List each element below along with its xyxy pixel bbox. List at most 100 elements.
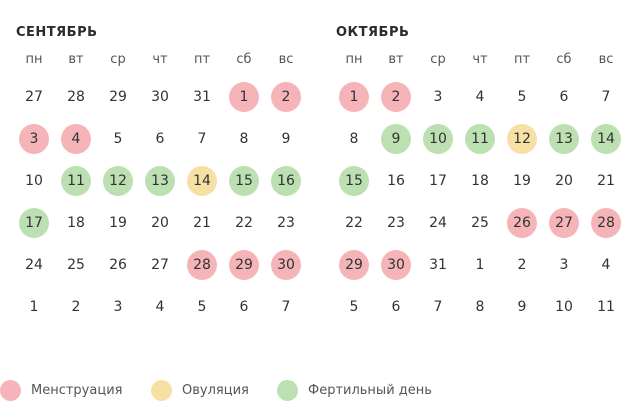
day-number-fertile: 13 [549,124,579,154]
calendar-day[interactable]: 11 [55,160,97,202]
calendar-day[interactable]: 4 [55,118,97,160]
weekday-label: ср [430,52,446,67]
calendar-day[interactable]: 5 [333,286,375,328]
calendar-day[interactable]: 8 [459,286,501,328]
calendar-day[interactable]: 30 [265,244,307,286]
calendar-day[interactable]: 3 [97,286,139,328]
day-number: 22 [235,215,253,231]
calendar-day[interactable]: 28 [181,244,223,286]
calendar-day[interactable]: 9 [375,118,417,160]
calendar-day[interactable]: 16 [375,160,417,202]
calendar-day[interactable]: 5 [181,286,223,328]
calendar-day[interactable]: 5 [97,118,139,160]
calendar-day[interactable]: 30 [375,244,417,286]
calendar-day[interactable]: 24 [417,202,459,244]
calendar-day[interactable]: 20 [139,202,181,244]
calendar-day[interactable]: 25 [55,244,97,286]
calendar-day[interactable]: 4 [139,286,181,328]
calendar-day[interactable]: 7 [181,118,223,160]
calendar-day[interactable]: 3 [13,118,55,160]
calendar-day[interactable]: 19 [501,160,543,202]
calendar-day[interactable]: 22 [333,202,375,244]
calendar-day[interactable]: 31 [181,76,223,118]
calendar-day[interactable]: 18 [55,202,97,244]
calendar-day[interactable]: 4 [459,76,501,118]
calendar-day[interactable]: 1 [459,244,501,286]
calendar-day[interactable]: 1 [223,76,265,118]
calendar-day[interactable]: 31 [417,244,459,286]
calendar-day[interactable]: 10 [543,286,585,328]
calendar-day[interactable]: 28 [55,76,97,118]
calendar-day[interactable]: 3 [417,76,459,118]
day-number: 5 [517,89,527,105]
calendar-day[interactable]: 2 [55,286,97,328]
calendar-day[interactable]: 15 [223,160,265,202]
calendar-day[interactable]: 28 [585,202,627,244]
calendar-day[interactable]: 13 [543,118,585,160]
calendar-day[interactable]: 23 [265,202,307,244]
calendar-day[interactable]: 14 [181,160,223,202]
calendar-day[interactable]: 2 [375,76,417,118]
calendar-day[interactable]: 9 [265,118,307,160]
calendar-day[interactable]: 8 [333,118,375,160]
weekday-label: чт [152,52,168,67]
calendar-day[interactable]: 13 [139,160,181,202]
calendar-day[interactable]: 10 [13,160,55,202]
calendar-day[interactable]: 25 [459,202,501,244]
calendar-day[interactable]: 8 [223,118,265,160]
calendar-day[interactable]: 21 [585,160,627,202]
calendar-day[interactable]: 22 [223,202,265,244]
calendar-day[interactable]: 12 [501,118,543,160]
calendar-day[interactable]: 11 [585,286,627,328]
calendar-day[interactable]: 29 [223,244,265,286]
calendar-day[interactable]: 15 [333,160,375,202]
calendar-day[interactable]: 9 [501,286,543,328]
calendar-day[interactable]: 26 [501,202,543,244]
day-number-fertile: 14 [591,124,621,154]
calendar-day[interactable]: 6 [139,118,181,160]
calendar-day[interactable]: 4 [585,244,627,286]
calendar-day[interactable]: 10 [417,118,459,160]
calendar-day[interactable]: 27 [139,244,181,286]
calendar-day[interactable]: 23 [375,202,417,244]
calendar-day[interactable]: 11 [459,118,501,160]
calendar-day[interactable]: 14 [585,118,627,160]
day-number: 19 [109,215,127,231]
calendar-day[interactable]: 6 [375,286,417,328]
calendar-day[interactable]: 16 [265,160,307,202]
calendar-day[interactable]: 2 [501,244,543,286]
day-number: 9 [281,131,291,147]
day-number: 29 [109,89,127,105]
calendar-day[interactable]: 19 [97,202,139,244]
day-number: 22 [345,215,363,231]
calendar-day[interactable]: 27 [13,76,55,118]
calendar-day[interactable]: 20 [543,160,585,202]
calendar-day[interactable]: 24 [13,244,55,286]
calendar-day[interactable]: 7 [585,76,627,118]
calendar-day[interactable]: 7 [265,286,307,328]
legend-item-fertile: Фертильный день [277,376,432,404]
calendar-day[interactable]: 26 [97,244,139,286]
calendar-day[interactable]: 18 [459,160,501,202]
calendar-day[interactable]: 2 [265,76,307,118]
calendar-day[interactable]: 21 [181,202,223,244]
calendar-day[interactable]: 27 [543,202,585,244]
calendar-day[interactable]: 5 [501,76,543,118]
day-number-fertile: 12 [103,166,133,196]
calendar-day[interactable]: 29 [333,244,375,286]
calendar-day[interactable]: 1 [13,286,55,328]
day-number-menstruation: 1 [339,82,369,112]
day-number: 31 [193,89,211,105]
calendar-day[interactable]: 6 [223,286,265,328]
calendar-day[interactable]: 30 [139,76,181,118]
calendar-day[interactable]: 17 [13,202,55,244]
calendar-day[interactable]: 3 [543,244,585,286]
calendar-day[interactable]: 17 [417,160,459,202]
calendar-day[interactable]: 1 [333,76,375,118]
calendar-day[interactable]: 7 [417,286,459,328]
calendar-day[interactable]: 12 [97,160,139,202]
calendar-day[interactable]: 6 [543,76,585,118]
calendar-day[interactable]: 29 [97,76,139,118]
day-number: 30 [151,89,169,105]
day-number: 2 [517,257,527,273]
